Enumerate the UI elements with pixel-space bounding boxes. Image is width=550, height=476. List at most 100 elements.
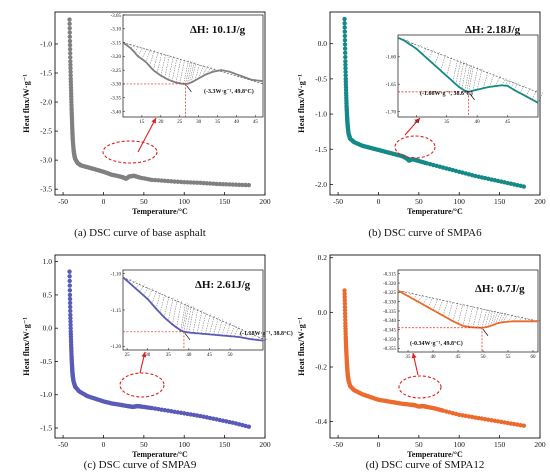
y-tick-label: -1.0 xyxy=(40,390,52,399)
data-point xyxy=(511,421,517,427)
hatch-line xyxy=(172,299,178,325)
inset-x-tick-label: 40 xyxy=(475,120,481,125)
hatch-line xyxy=(187,61,193,84)
inset-chart: 25 30 35 40 45 50 -1.20 -1.15 -1.10 ΔH: 2.61J/g (-… xyxy=(111,269,293,358)
data-point xyxy=(68,73,73,78)
hatch-line xyxy=(477,307,483,328)
y-tick-label: -1.5 xyxy=(40,69,52,78)
data-point xyxy=(162,178,168,184)
data-point xyxy=(342,42,348,47)
data-point xyxy=(67,34,73,39)
data-point xyxy=(182,180,187,185)
inset-y-tick-label: -3.35 xyxy=(111,97,122,102)
x-tick-label: 200 xyxy=(259,197,271,206)
hatch-line xyxy=(487,310,494,327)
inset-x-tick-label: 35 xyxy=(215,120,221,125)
hatch-line xyxy=(510,81,516,88)
inset-x-tick-label: 50 xyxy=(228,353,234,358)
data-point xyxy=(457,412,462,417)
data-point xyxy=(172,179,177,184)
inset-x-tick-label: 35 xyxy=(444,120,450,125)
hatch-line xyxy=(537,92,544,103)
inset-y-tick-label: -3.05 xyxy=(111,14,122,19)
data-point xyxy=(68,312,73,318)
data-point xyxy=(342,33,348,39)
inset-baseline xyxy=(397,37,539,93)
data-point xyxy=(156,406,161,412)
x-tick-label: 150 xyxy=(219,440,231,449)
data-point xyxy=(169,409,174,414)
hatch-line xyxy=(507,80,513,86)
hatch-line xyxy=(519,85,525,94)
hatch-line xyxy=(502,313,509,323)
hatch-line xyxy=(164,54,170,78)
data-point xyxy=(521,423,527,428)
inset-y-tick-label: -1.20 xyxy=(111,345,122,350)
data-point xyxy=(67,30,72,35)
x-tick-label: 100 xyxy=(179,440,191,449)
inset-y-tick-label: -3.25 xyxy=(111,69,122,74)
inset-y-tick-label: -1.60 xyxy=(386,56,397,61)
hatch-line xyxy=(131,280,137,285)
inset-y-tick-label: -3.15 xyxy=(111,41,122,46)
inset-x-tick-label: 35 xyxy=(166,353,172,358)
data-point xyxy=(68,69,73,75)
hatch-line xyxy=(182,303,188,332)
hatch-line xyxy=(145,49,151,62)
data-point xyxy=(191,412,197,418)
inset-frame xyxy=(397,34,539,118)
data-point xyxy=(159,407,164,412)
data-point xyxy=(463,413,468,419)
y-tick-label: -2.5 xyxy=(40,127,52,136)
hatch-line xyxy=(171,57,178,82)
data-point xyxy=(67,269,72,274)
data-point xyxy=(67,51,73,56)
hatch-line xyxy=(201,311,207,334)
hatch-line xyxy=(447,301,454,319)
hatch-line xyxy=(134,45,140,53)
data-point xyxy=(343,62,348,67)
data-point xyxy=(178,179,184,185)
data-point xyxy=(246,182,252,188)
y-tick-label: -0.4 xyxy=(315,417,327,426)
inset-y-tick-label: -0.320 xyxy=(383,282,396,287)
inset-x-tick-label: 35 xyxy=(406,355,412,360)
hatch-line xyxy=(185,60,191,84)
hatch-line xyxy=(209,315,215,335)
data-point xyxy=(236,182,242,187)
hatch-line xyxy=(189,62,195,84)
hatch-line xyxy=(176,300,182,328)
data-point xyxy=(502,420,507,425)
highlight-ellipse xyxy=(398,375,442,399)
panel-caption: (a) DSC curve of base asphalt xyxy=(74,227,206,239)
hatch-line xyxy=(186,305,192,333)
data-point xyxy=(165,178,171,184)
y-tick-label: 1.0 xyxy=(43,257,53,266)
hatch-line xyxy=(452,302,459,322)
peak-arrow xyxy=(186,85,192,93)
hatch-line xyxy=(467,305,474,327)
data-point xyxy=(343,54,348,60)
data-point xyxy=(188,180,193,185)
delta-h-label: ΔH: 2.18J/g xyxy=(465,24,521,36)
hatch-line xyxy=(130,44,136,49)
peak-annotation: (-0.34W·g⁻¹, 49.8°C) xyxy=(410,340,463,347)
hatch-line xyxy=(180,302,186,331)
inset-y-tick-label: -3.10 xyxy=(111,28,122,33)
hatch-line xyxy=(159,293,166,313)
hatch-line xyxy=(481,308,488,328)
hatch-line xyxy=(507,314,514,322)
hatch-line xyxy=(168,297,174,321)
data-point xyxy=(67,288,73,293)
hatch-line xyxy=(466,64,472,92)
x-tick-label: 200 xyxy=(534,197,546,206)
data-point xyxy=(460,413,465,418)
hatch-line xyxy=(422,295,429,305)
hatch-line xyxy=(143,286,149,296)
hatch-line xyxy=(428,49,434,60)
hatch-line xyxy=(417,294,424,302)
inset-y-tick-label: -0.340 xyxy=(383,319,396,324)
hatch-line xyxy=(462,304,469,326)
hatch-line xyxy=(221,320,228,336)
inset-frame xyxy=(122,14,264,118)
